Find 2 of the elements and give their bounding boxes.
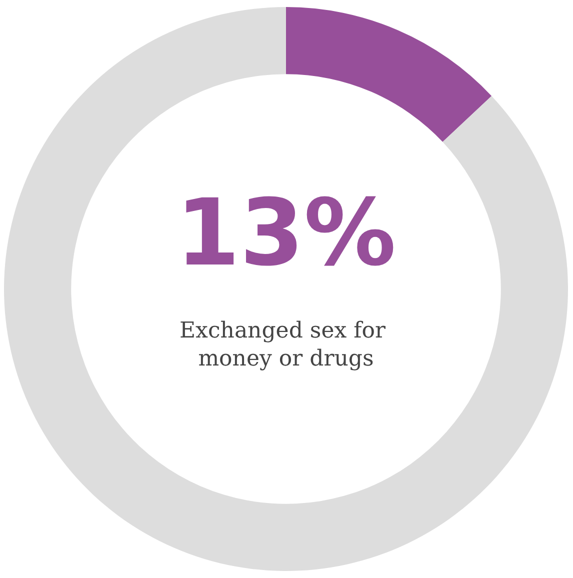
text: Exchanged sex for money or drugs	[179, 318, 393, 372]
data-label: 13%	[176, 180, 396, 286]
